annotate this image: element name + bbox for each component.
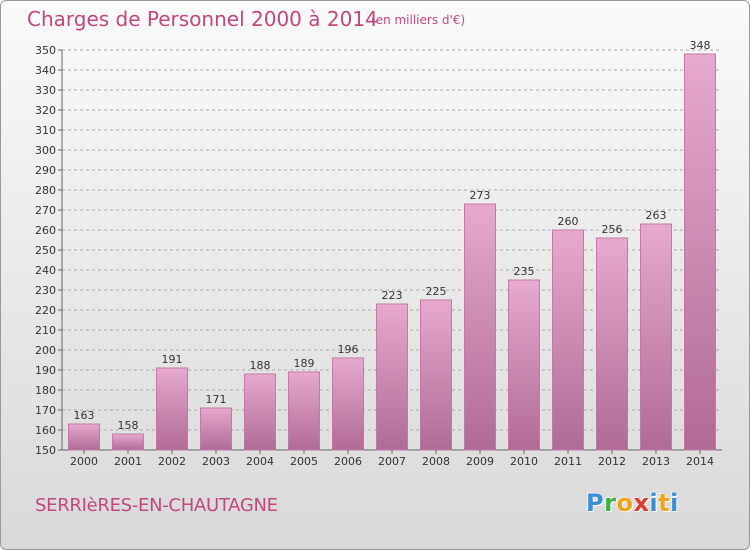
x-tick-label: 2008 <box>422 455 450 468</box>
x-tick-label: 2000 <box>70 455 98 468</box>
y-tick-label: 230 <box>35 284 56 297</box>
x-tick-label: 2001 <box>114 455 142 468</box>
y-tick-label: 200 <box>35 344 56 357</box>
y-tick-label: 170 <box>35 404 56 417</box>
y-tick-label: 320 <box>35 104 56 117</box>
data-label: 260 <box>558 215 579 228</box>
x-tick-label: 2014 <box>686 455 714 468</box>
bar <box>244 373 276 451</box>
y-tick-label: 210 <box>35 324 56 337</box>
bar <box>420 299 452 451</box>
data-label: 273 <box>470 189 491 202</box>
data-label: 163 <box>74 409 95 422</box>
y-tick-label: 150 <box>35 444 56 457</box>
data-label: 196 <box>338 343 359 356</box>
y-tick-label: 290 <box>35 164 56 177</box>
y-tick-label: 280 <box>35 184 56 197</box>
bar <box>596 237 628 451</box>
data-label: 225 <box>426 285 447 298</box>
bar <box>68 423 100 451</box>
data-label: 188 <box>250 359 271 372</box>
data-label: 189 <box>294 357 315 370</box>
x-tick-label: 2007 <box>378 455 406 468</box>
proxiti-logo: Proxiti <box>586 489 679 517</box>
data-label: 256 <box>602 223 623 236</box>
location-name: SERRIèRES-EN-CHAUTAGNE <box>35 495 278 516</box>
bar <box>156 367 188 451</box>
bar <box>112 433 144 451</box>
x-tick-label: 2009 <box>466 455 494 468</box>
x-tick-label: 2005 <box>290 455 318 468</box>
y-tick-label: 260 <box>35 224 56 237</box>
y-tick-label: 330 <box>35 84 56 97</box>
y-tick-label: 270 <box>35 204 56 217</box>
y-tick-label: 190 <box>35 364 56 377</box>
y-tick-label: 300 <box>35 144 56 157</box>
bar <box>332 357 364 451</box>
y-tick-label: 350 <box>35 44 56 57</box>
chart-subtitle: (en milliers d'€) <box>371 13 466 27</box>
x-tick-label: 2002 <box>158 455 186 468</box>
data-label: 171 <box>206 393 227 406</box>
y-tick-label: 240 <box>35 264 56 277</box>
y-tick-label: 340 <box>35 64 56 77</box>
y-tick-label: 160 <box>35 424 56 437</box>
data-label: 263 <box>646 209 667 222</box>
x-tick-label: 2004 <box>246 455 274 468</box>
x-tick-label: 2013 <box>642 455 670 468</box>
y-tick-label: 220 <box>35 304 56 317</box>
bar <box>200 407 232 451</box>
chart-title: Charges de Personnel 2000 à 2014 <box>27 7 378 31</box>
x-tick-label: 2006 <box>334 455 362 468</box>
x-tick-label: 2011 <box>554 455 582 468</box>
y-tick-label: 250 <box>35 244 56 257</box>
data-label: 223 <box>382 289 403 302</box>
x-tick-label: 2010 <box>510 455 538 468</box>
bar <box>464 203 496 451</box>
x-tick-label: 2012 <box>598 455 626 468</box>
bar <box>288 371 320 451</box>
data-label: 158 <box>118 419 139 432</box>
bar <box>376 303 408 451</box>
x-tick-label: 2003 <box>202 455 230 468</box>
y-tick-label: 310 <box>35 124 56 137</box>
bar <box>640 223 672 451</box>
y-tick-label: 180 <box>35 384 56 397</box>
bar <box>508 279 540 451</box>
data-label: 191 <box>162 353 183 366</box>
bar <box>552 229 584 451</box>
data-label: 348 <box>690 39 711 52</box>
bar <box>684 53 716 451</box>
data-label: 235 <box>514 265 535 278</box>
